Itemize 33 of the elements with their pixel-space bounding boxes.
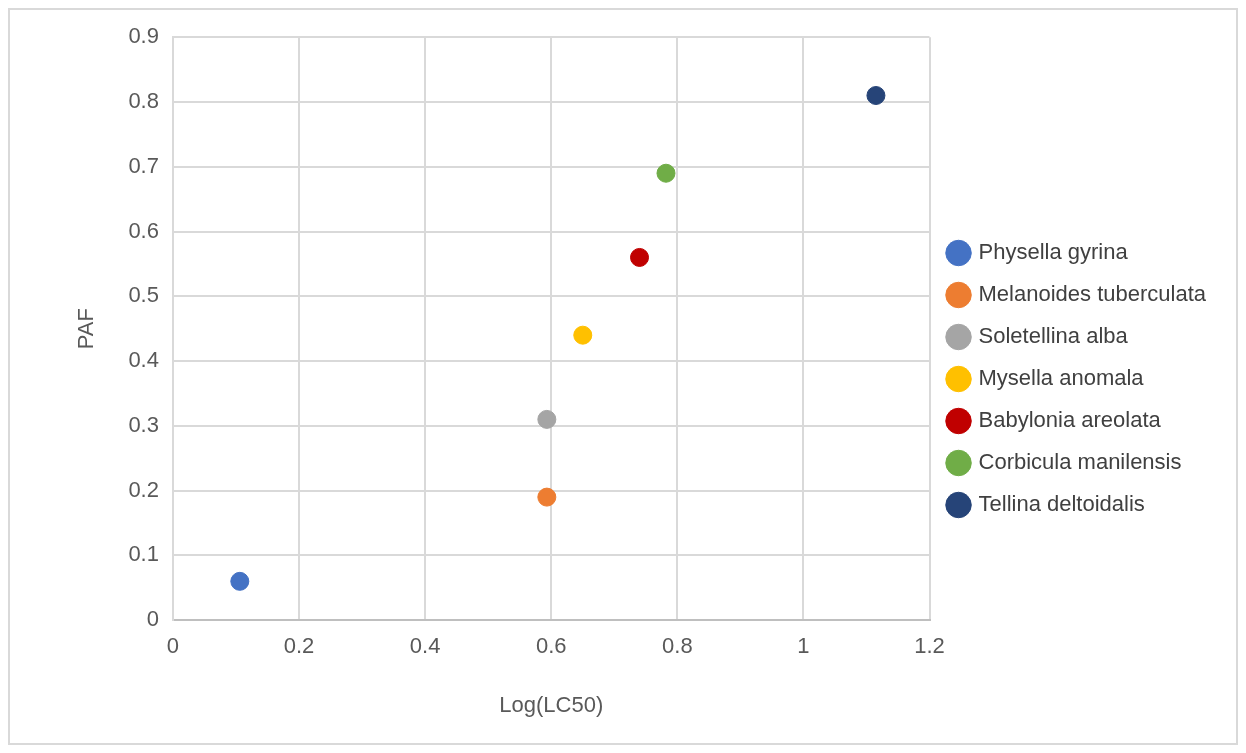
point: [230, 571, 250, 591]
point: [630, 247, 650, 267]
y-tick-label: 0.9: [128, 23, 159, 49]
x-tick-label: 0.2: [283, 633, 315, 659]
y-tick-label: 0.1: [128, 541, 159, 567]
legend-label: Soletellina alba: [978, 323, 1129, 349]
point: [573, 325, 593, 345]
point: [656, 163, 676, 183]
legend-label: Tellina deltoidalis: [978, 491, 1145, 517]
x-tick-label: 0.4: [409, 633, 441, 659]
y-tick-label: 0.2: [128, 476, 159, 502]
y-tick-label: 0.5: [128, 282, 159, 308]
y-tick-label: 0.8: [128, 88, 159, 114]
x-tick-label: 0.8: [662, 633, 693, 659]
point: [866, 86, 886, 105]
legend-label: Babylonia areolata: [978, 407, 1162, 433]
x-tick-label: 1: [797, 633, 810, 659]
legend-label: Melanoides tuberculata: [978, 281, 1207, 307]
x-axis-title: Log(LC50): [499, 691, 604, 717]
x-tick-label: 0.6: [535, 633, 567, 659]
legend-label: Corbicula manilensis: [978, 449, 1182, 475]
y-tick-label: 0.3: [128, 411, 159, 437]
y-tick-label: 0.7: [128, 152, 159, 178]
legend-label: Mysella anomala: [978, 365, 1145, 391]
y-axis-title: PAF: [73, 308, 99, 350]
x-tick-label: 1.2: [914, 633, 945, 659]
y-tick-label: 0: [146, 606, 159, 632]
y-tick-label: 0.4: [128, 347, 159, 373]
y-tick-label: 0.6: [128, 217, 159, 243]
point: [537, 487, 557, 507]
legend-label: Physella gyrina: [978, 239, 1129, 265]
x-tick-label: 0: [166, 633, 180, 659]
point: [537, 409, 557, 429]
